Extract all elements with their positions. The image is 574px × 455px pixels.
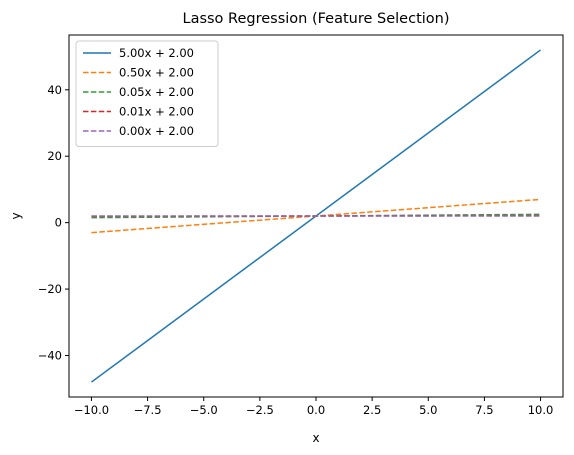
x-tick-label: −7.5 bbox=[134, 403, 162, 417]
x-tick-label: 10.0 bbox=[528, 403, 554, 417]
x-tick-label: −5.0 bbox=[190, 403, 218, 417]
x-tick-label: −10.0 bbox=[74, 403, 109, 417]
x-tick-label: −2.5 bbox=[246, 403, 274, 417]
x-tick-label: 7.5 bbox=[475, 403, 493, 417]
series-layer bbox=[91, 49, 541, 383]
legend-label-0: 5.00x + 2.00 bbox=[119, 46, 194, 60]
x-tick-label: 0.0 bbox=[307, 403, 325, 417]
x-axis-label: x bbox=[312, 431, 319, 445]
chart-title: Lasso Regression (Feature Selection) bbox=[182, 11, 449, 27]
x-axis-ticks: −10.0 −7.5 −5.0 −2.5 0.0 2.5 5.0 7.5 10.0 bbox=[74, 397, 554, 417]
x-tick-label: 2.5 bbox=[363, 403, 381, 417]
legend-label-3: 0.01x + 2.00 bbox=[119, 105, 194, 119]
legend-box bbox=[75, 40, 219, 147]
y-tick-label: −40 bbox=[38, 348, 62, 362]
legend: 5.00x + 2.00 0.50x + 2.00 0.05x + 2.00 0.01… bbox=[75, 40, 219, 147]
y-axis-label: y bbox=[9, 212, 23, 219]
y-tick-label: 40 bbox=[47, 83, 62, 97]
y-tick-label: 20 bbox=[47, 149, 62, 163]
x-tick-label: 5.0 bbox=[419, 403, 437, 417]
y-axis-ticks: −40 −20 0 20 40 bbox=[38, 83, 69, 362]
legend-label-1: 0.50x + 2.00 bbox=[119, 66, 194, 80]
y-tick-label: −20 bbox=[38, 282, 62, 296]
y-tick-label: 0 bbox=[55, 216, 62, 230]
legend-label-2: 0.05x + 2.00 bbox=[119, 85, 194, 99]
legend-label-4: 0.00x + 2.00 bbox=[119, 124, 194, 138]
